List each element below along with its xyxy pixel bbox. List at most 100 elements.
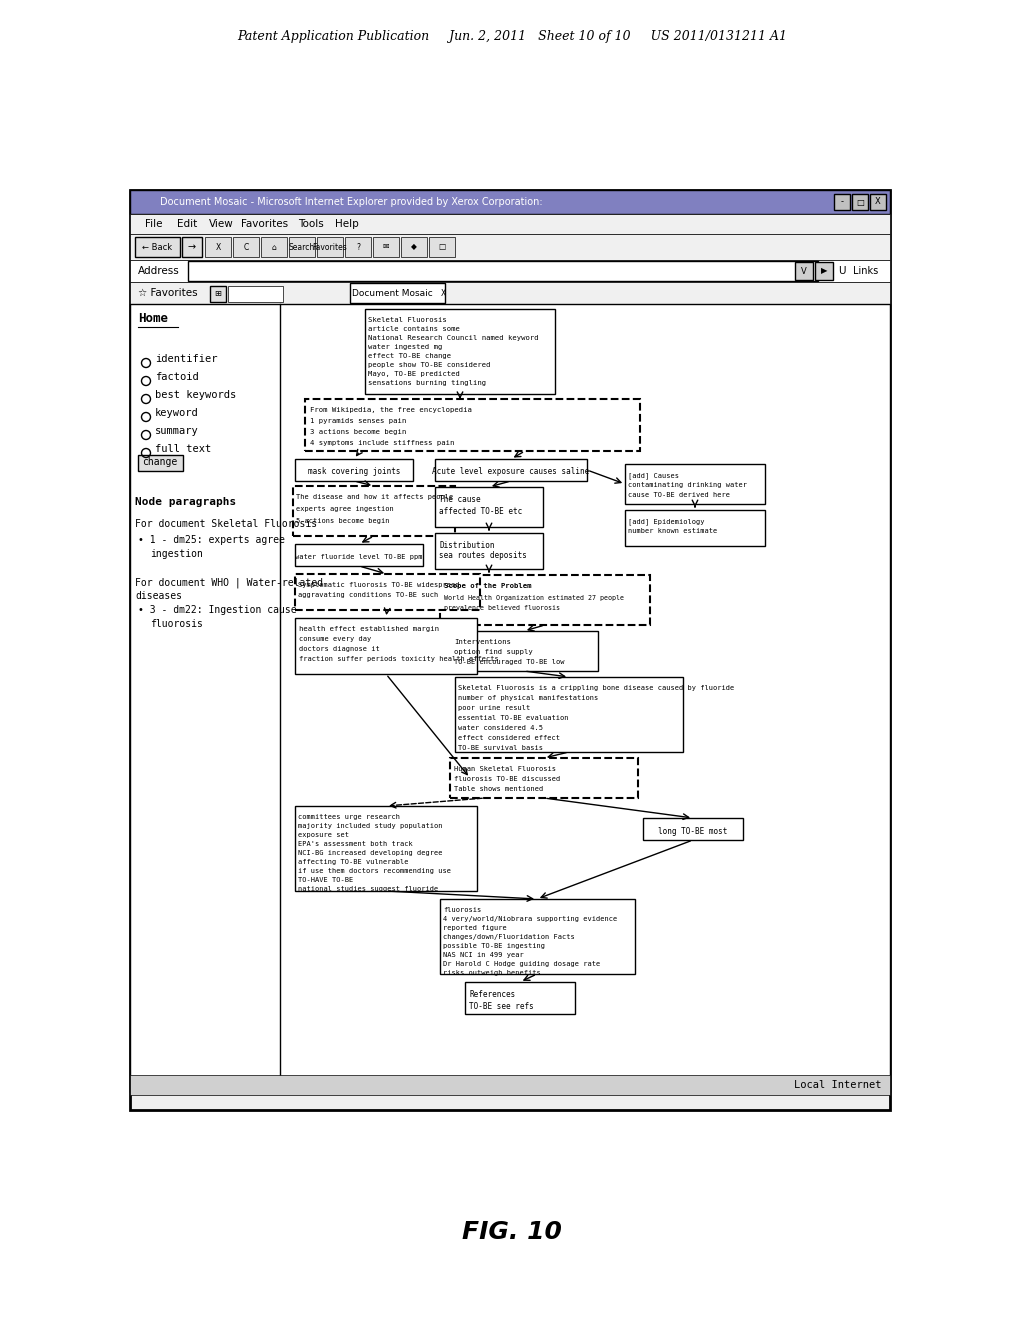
Text: Skeletal Fluorosis is a crippling bone disease caused by fluoride: Skeletal Fluorosis is a crippling bone d… — [458, 685, 734, 690]
Text: Table shows mentioned: Table shows mentioned — [454, 785, 544, 792]
Text: Address: Address — [138, 267, 180, 276]
Text: 4 very/world/Niobrara supporting evidence: 4 very/world/Niobrara supporting evidenc… — [443, 916, 617, 921]
Text: Interventions: Interventions — [454, 639, 511, 645]
Text: health effect established margin: health effect established margin — [299, 626, 439, 632]
Text: ▶: ▶ — [821, 267, 827, 276]
Bar — [305, 399, 640, 451]
Text: sensations burning tingling: sensations burning tingling — [368, 380, 486, 385]
Text: ⌂: ⌂ — [271, 243, 276, 252]
Text: -: - — [841, 198, 844, 206]
Bar — [135, 238, 180, 257]
Text: X: X — [215, 243, 220, 252]
Bar — [289, 238, 315, 257]
Bar — [795, 261, 813, 280]
Text: ← Back: ← Back — [142, 243, 172, 252]
Text: →: → — [188, 242, 196, 252]
Text: Patent Application Publication     Jun. 2, 2011   Sheet 10 of 10     US 2011/013: Patent Application Publication Jun. 2, 2… — [237, 30, 787, 44]
Bar — [450, 631, 598, 671]
Text: cause TO-BE derived here: cause TO-BE derived here — [628, 492, 730, 498]
Bar — [295, 574, 480, 610]
Text: aggravating conditions TO-BE such: aggravating conditions TO-BE such — [298, 591, 438, 598]
Text: ?: ? — [356, 243, 360, 252]
Text: water considered 4.5: water considered 4.5 — [458, 725, 543, 731]
Text: keyword: keyword — [155, 408, 199, 418]
Text: affected TO-BE etc: affected TO-BE etc — [439, 507, 522, 516]
Text: doctors diagnose it: doctors diagnose it — [299, 645, 380, 652]
Text: prevalence believed fluorosis: prevalence believed fluorosis — [444, 605, 560, 611]
Text: water ingested mg: water ingested mg — [368, 345, 442, 350]
Text: For document Skeletal Fluorosis: For document Skeletal Fluorosis — [135, 519, 317, 529]
Text: option find supply: option find supply — [454, 649, 532, 655]
Text: References: References — [469, 990, 515, 999]
Bar — [429, 238, 455, 257]
Bar — [130, 304, 890, 1092]
Text: Tools: Tools — [298, 219, 324, 228]
Text: [add] Causes: [add] Causes — [628, 473, 679, 479]
Text: V: V — [801, 267, 807, 276]
Bar — [852, 194, 868, 210]
Bar — [205, 238, 231, 257]
Bar — [435, 487, 543, 527]
Text: fluorosis TO-BE discussed: fluorosis TO-BE discussed — [454, 776, 560, 781]
Bar — [435, 533, 543, 569]
Text: NAS NCI in 499 year: NAS NCI in 499 year — [443, 952, 523, 958]
Text: Human Skeletal Fluorosis: Human Skeletal Fluorosis — [454, 766, 556, 772]
Text: View: View — [209, 219, 233, 228]
Text: 3 actions become begin: 3 actions become begin — [310, 429, 407, 436]
Text: EPA's assessment both track: EPA's assessment both track — [298, 841, 413, 847]
Text: fluorosis: fluorosis — [150, 619, 203, 630]
Text: □: □ — [856, 198, 864, 206]
Text: □: □ — [438, 243, 445, 252]
Text: best keywords: best keywords — [155, 389, 237, 400]
Bar — [317, 238, 343, 257]
Bar — [870, 194, 886, 210]
Bar — [295, 807, 477, 891]
Text: File: File — [145, 219, 163, 228]
Text: possible TO-BE ingesting: possible TO-BE ingesting — [443, 942, 545, 949]
Text: From Wikipedia, the free encyclopedia: From Wikipedia, the free encyclopedia — [310, 407, 472, 413]
Text: full text: full text — [155, 444, 211, 454]
Text: Mayo, TO-BE predicted: Mayo, TO-BE predicted — [368, 371, 460, 378]
Text: Help: Help — [335, 219, 358, 228]
Bar — [345, 238, 371, 257]
Bar — [130, 234, 890, 260]
Text: water fluoride level TO-BE ppm: water fluoride level TO-BE ppm — [295, 554, 423, 560]
Text: Links: Links — [853, 267, 878, 276]
Text: mask covering joints: mask covering joints — [308, 467, 400, 477]
Text: Favorites: Favorites — [241, 219, 288, 228]
Text: number known estimate: number known estimate — [628, 528, 717, 535]
Text: Acute level exposure causes saline: Acute level exposure causes saline — [432, 467, 590, 477]
Text: TO-HAVE TO-BE: TO-HAVE TO-BE — [298, 876, 353, 883]
Text: affecting TO-BE vulnerable: affecting TO-BE vulnerable — [298, 859, 409, 865]
Text: National Research Council named keyword: National Research Council named keyword — [368, 335, 539, 341]
Text: Favorites: Favorites — [312, 243, 347, 252]
Bar — [130, 190, 890, 1110]
Text: TO-BE encouraged TO-BE low: TO-BE encouraged TO-BE low — [454, 659, 564, 665]
Text: fluorosis: fluorosis — [443, 907, 481, 913]
Bar — [440, 899, 635, 974]
Text: The disease and how it affects people: The disease and how it affects people — [296, 494, 454, 500]
Text: Dr Harold C Hodge guiding dosage rate: Dr Harold C Hodge guiding dosage rate — [443, 961, 600, 968]
Bar — [455, 677, 683, 752]
Text: committees urge research: committees urge research — [298, 814, 400, 820]
Bar — [295, 459, 413, 480]
Text: The cause: The cause — [439, 495, 480, 504]
Text: fraction suffer periods toxicity health effects: fraction suffer periods toxicity health … — [299, 656, 499, 663]
Text: U: U — [838, 267, 846, 276]
Bar — [435, 459, 587, 480]
Text: diseases: diseases — [135, 591, 182, 601]
Text: World Health Organization estimated 27 people: World Health Organization estimated 27 p… — [444, 595, 624, 601]
Bar — [450, 758, 638, 799]
Text: FIG. 10: FIG. 10 — [462, 1220, 562, 1243]
Text: 5 actions become begin: 5 actions become begin — [296, 517, 389, 524]
Bar — [228, 286, 283, 302]
Bar — [295, 544, 423, 566]
Bar — [130, 282, 890, 304]
Text: risks outweigh benefits: risks outweigh benefits — [443, 970, 541, 975]
Bar — [350, 282, 445, 304]
Text: ◆: ◆ — [411, 243, 417, 252]
Bar — [625, 510, 765, 546]
Text: NCI-BG increased developing degree: NCI-BG increased developing degree — [298, 850, 442, 855]
Text: Home: Home — [138, 312, 168, 325]
Text: • 1 - dm25: experts agree: • 1 - dm25: experts agree — [138, 535, 285, 545]
